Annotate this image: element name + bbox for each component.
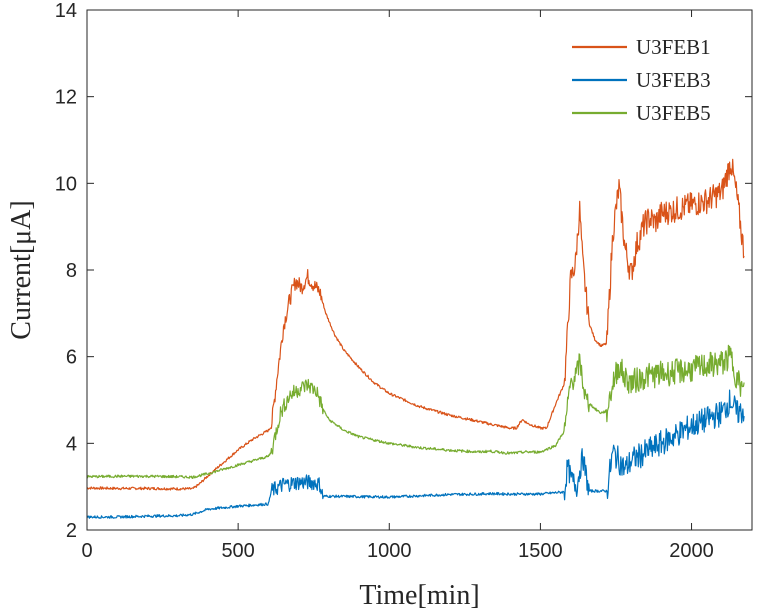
y-axis: 2 4 6 8 10 12 14 xyxy=(55,0,752,542)
y-tick-label: 12 xyxy=(55,87,77,109)
y-tick-label: 10 xyxy=(55,173,77,195)
legend-label-u3feb3: U3FEB3 xyxy=(636,68,711,92)
x-tick-label: 1500 xyxy=(518,540,563,562)
x-tick-label: 2000 xyxy=(669,540,714,562)
series-line-u3feb3 xyxy=(86,389,745,519)
legend-label-u3feb5: U3FEB5 xyxy=(636,101,711,125)
legend: U3FEB1 U3FEB3 U3FEB5 xyxy=(572,35,711,125)
x-axis-title: Time[min] xyxy=(359,580,479,611)
legend-label-u3feb1: U3FEB1 xyxy=(636,35,711,59)
x-tick-label: 1000 xyxy=(367,540,412,562)
series-layer xyxy=(86,158,745,519)
y-tick-label: 2 xyxy=(66,520,77,542)
x-axis: 0 500 1000 1500 2000 xyxy=(81,10,714,562)
y-axis-title: Current[μA] xyxy=(6,200,37,339)
x-tick-label: 500 xyxy=(221,540,254,562)
series-line-u3feb5 xyxy=(86,344,745,479)
y-tick-label: 4 xyxy=(66,433,77,455)
y-tick-label: 14 xyxy=(55,0,77,22)
y-tick-label: 8 xyxy=(66,260,77,282)
y-tick-label: 6 xyxy=(66,347,77,369)
x-tick-label: 0 xyxy=(81,540,92,562)
series-line-u3feb1 xyxy=(86,158,745,491)
